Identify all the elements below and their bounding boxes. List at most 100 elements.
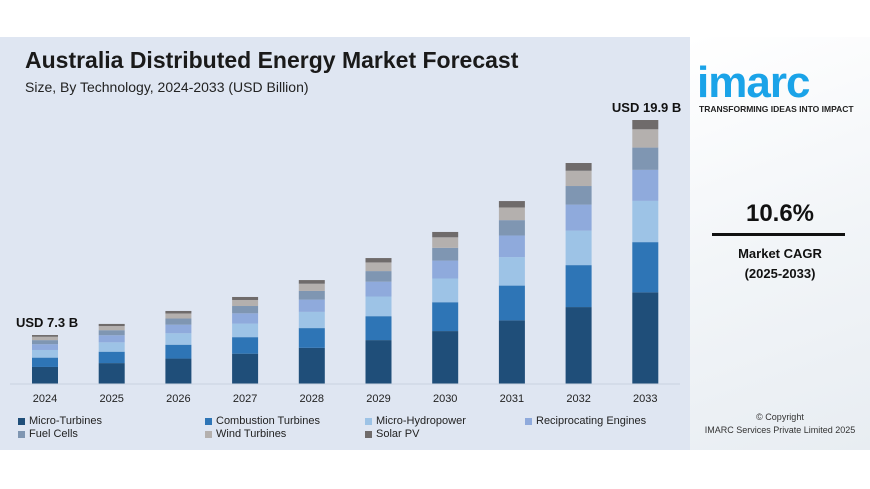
- imarc-logo: imarc: [697, 58, 810, 107]
- bar-segment-combustion-turbines-2025: [98, 351, 125, 364]
- bar-segment-combustion-turbines-2032: [565, 265, 592, 308]
- legend-swatch: [365, 417, 372, 425]
- bar-segment-reciprocating-engines-2030: [432, 260, 459, 279]
- legend-item: Reciprocating Engines: [525, 415, 646, 427]
- bar-segment-wind-turbines-2033: [632, 129, 659, 148]
- bar-segment-reciprocating-engines-2031: [498, 235, 525, 258]
- bar-segment-solar-pv-2030: [432, 231, 459, 238]
- bar-segment-fuel-cells-2025: [98, 330, 125, 336]
- bar-segment-fuel-cells-2026: [165, 318, 192, 325]
- bar-segment-combustion-turbines-2033: [632, 242, 659, 293]
- bar-segment-micro-turbines-2030: [432, 331, 459, 384]
- x-tick-label: 2031: [500, 393, 524, 405]
- bar-segment-solar-pv-2031: [498, 201, 525, 208]
- legend-item: Wind Turbines: [205, 428, 286, 440]
- legend-label: Reciprocating Engines: [536, 415, 647, 427]
- bar-segment-micro-turbines-2031: [498, 320, 525, 384]
- legend-swatch: [365, 430, 372, 438]
- brand-tagline: TRANSFORMING IDEAS INTO IMPACT: [699, 104, 854, 114]
- cagr-label: Market CAGR: [738, 246, 822, 261]
- bar-segment-combustion-turbines-2030: [432, 302, 459, 332]
- bar-segment-fuel-cells-2031: [498, 220, 525, 236]
- bar-segment-reciprocating-engines-2024: [32, 344, 58, 350]
- bar-segment-reciprocating-engines-2033: [632, 169, 659, 201]
- x-tick-label: 2033: [633, 393, 657, 405]
- bar-segment-combustion-turbines-2024: [32, 357, 58, 367]
- bar-segment-micro-turbines-2026: [165, 358, 192, 384]
- cagr-value: 10.6%: [745, 200, 815, 227]
- bar-segment-wind-turbines-2032: [565, 170, 592, 187]
- info-panel: [690, 37, 870, 450]
- bar-segment-micro-hydropower-2025: [98, 342, 125, 352]
- bar-segment-reciprocating-engines-2032: [565, 204, 592, 231]
- bar-segment-wind-turbines-2027: [232, 299, 259, 307]
- bar-segment-fuel-cells-2030: [432, 247, 459, 261]
- bar-segment-micro-hydropower-2027: [232, 323, 259, 338]
- chart-subtitle: Size, By Technology, 2024-2033 (USD Bill…: [25, 79, 309, 95]
- copyright-line1: © Copyright: [756, 412, 804, 422]
- x-tick-label: 2025: [99, 393, 123, 405]
- bar-segment-fuel-cells-2032: [565, 186, 592, 205]
- bar-segment-wind-turbines-2030: [432, 237, 459, 248]
- total-data-label: USD 19.9 B: [612, 100, 681, 115]
- bar-segment-solar-pv-2029: [365, 258, 392, 263]
- x-tick-label: 2028: [300, 393, 324, 405]
- legend-item: Micro-Hydropower: [365, 415, 466, 427]
- bar-segment-micro-hydropower-2029: [365, 296, 392, 317]
- bar-segment-combustion-turbines-2026: [165, 344, 192, 359]
- x-tick-label: 2029: [366, 393, 390, 405]
- legend-item: Fuel Cells: [18, 428, 78, 440]
- legend-swatch: [205, 430, 212, 438]
- legend-swatch: [18, 417, 25, 425]
- bar-segment-wind-turbines-2029: [365, 262, 392, 272]
- legend-label: Micro-Hydropower: [376, 415, 466, 427]
- legend-label: Wind Turbines: [216, 428, 287, 440]
- bar-segment-solar-pv-2027: [232, 296, 259, 300]
- bar-segment-micro-turbines-2028: [298, 347, 325, 384]
- bar-segment-fuel-cells-2024: [32, 340, 58, 345]
- bar-segment-fuel-cells-2028: [298, 290, 325, 300]
- bar-segment-solar-pv-2033: [632, 120, 659, 130]
- copyright-line2: IMARC Services Private Limited 2025: [704, 425, 856, 435]
- bar-segment-combustion-turbines-2027: [232, 337, 259, 354]
- bar-segment-fuel-cells-2027: [232, 306, 259, 314]
- bar-segment-reciprocating-engines-2029: [365, 281, 392, 297]
- stacked-bar-chart: 2024 USD 7.3 B 2025 2026 2027 2028 2029 2030 203…: [10, 100, 681, 405]
- bar-segment-micro-hydropower-2024: [32, 349, 58, 358]
- bar-segment-micro-hydropower-2030: [432, 278, 459, 303]
- bar-segment-micro-turbines-2025: [98, 363, 125, 384]
- legend-item: Micro-Turbines: [18, 415, 102, 427]
- bar-segment-fuel-cells-2033: [632, 147, 659, 170]
- bar-segment-micro-hydropower-2026: [165, 333, 192, 345]
- bar-segment-micro-turbines-2024: [32, 366, 58, 384]
- bar-segment-reciprocating-engines-2026: [165, 324, 192, 334]
- bar-segment-micro-turbines-2029: [365, 340, 392, 384]
- legend-label: Solar PV: [376, 428, 420, 440]
- legend-item: Solar PV: [365, 428, 419, 440]
- bar-segment-solar-pv-2024: [32, 335, 58, 337]
- bar-segment-wind-turbines-2025: [98, 326, 125, 331]
- bar-segment-wind-turbines-2028: [298, 283, 325, 291]
- x-tick-label: 2032: [566, 393, 590, 405]
- bar-segment-solar-pv-2025: [98, 323, 125, 327]
- x-tick-label: 2026: [166, 393, 190, 405]
- bar-segment-solar-pv-2026: [165, 310, 192, 314]
- bar-segment-combustion-turbines-2029: [365, 316, 392, 341]
- cagr-period: (2025-2033): [744, 266, 816, 281]
- bar-segment-micro-hydropower-2033: [632, 200, 659, 243]
- bar-segment-micro-hydropower-2028: [298, 311, 325, 329]
- bar-segment-wind-turbines-2024: [32, 336, 58, 341]
- bar-segment-micro-hydropower-2032: [565, 230, 592, 266]
- legend-swatch: [205, 417, 212, 425]
- bar-segment-solar-pv-2028: [298, 280, 325, 284]
- bar-segment-wind-turbines-2026: [165, 313, 192, 319]
- bar-segment-reciprocating-engines-2027: [232, 313, 259, 324]
- legend-swatch: [525, 417, 532, 425]
- total-data-label: USD 7.3 B: [16, 315, 78, 330]
- x-tick-label: 2027: [233, 393, 257, 405]
- bar-segment-fuel-cells-2029: [365, 271, 392, 282]
- bar-segment-combustion-turbines-2031: [498, 285, 525, 321]
- legend-swatch: [18, 430, 25, 438]
- bar-segment-micro-hydropower-2031: [498, 257, 525, 286]
- legend-item: Combustion Turbines: [205, 415, 320, 427]
